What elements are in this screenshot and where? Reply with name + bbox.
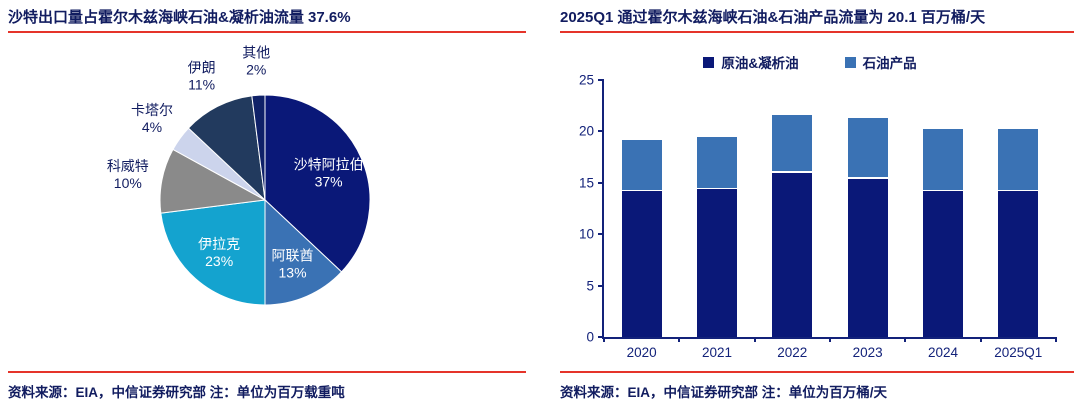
pie-slice-0 [264,94,371,273]
title-rule-left [8,31,526,33]
pie-label-4: 卡塔尔 4% [131,102,173,135]
pie-chart-title: 沙特出口量占霍尔木兹海峡石油&凝析油流量 37.6% [8,9,351,26]
bar-chart-title: 2025Q1 通过霍尔木兹海峡石油&石油产品流量为 20.1 百万桶/天 [560,9,986,26]
y-tick-mark [598,130,604,133]
x-tick-mark [979,337,982,342]
pie-chart: 沙特阿拉伯 37% 阿联酋 13% 伊拉克 23% 科威特 10% 卡塔尔 4% 伊朗 11% 其他 2% [107,45,371,306]
bar-plot: 2020 2021 2022 2023 2024 2025Q1 0 5 10 15 20 25 [579,73,1057,360]
pie-slice-1 [264,198,343,306]
y-tick-mark [598,284,604,287]
bar-2024 [922,128,963,337]
bar-segment-crude [696,189,737,337]
bar-segment-products [772,114,813,171]
pie-label-6: 其他 2% [242,45,270,78]
x-tick-mark [904,337,907,342]
x-tick-label: 2024 [927,345,958,360]
x-tick-label: 2020 [626,345,657,360]
bar-2021 [696,137,737,337]
legend: 原油&凝析油 石油产品 [540,52,1080,72]
bar-segment-crude [998,191,1039,337]
y-tick-label: 0 [586,329,594,345]
y-tick-label: 20 [578,123,594,139]
title-rule-right [560,31,1074,33]
y-tick-label: 5 [586,278,594,294]
x-tick-label: 2022 [777,345,808,360]
pie-label-5: 伊朗 11% [188,60,216,93]
y-tick-mark [598,181,604,184]
source-rule-left [8,371,526,373]
source-note-left: 资料来源：EIA，中信证券研究部 注：单位为百万载重吨 [8,385,345,400]
bar-2020 [621,140,662,337]
pie-slice-6 [251,94,266,201]
y-tick-mark [598,233,604,236]
pie-label-3: 科威特 10% [107,158,149,191]
bar-segment-crude [772,172,813,337]
y-tick-label: 25 [578,72,594,88]
pie-label-2: 伊拉克 23% [198,236,240,269]
x-axis-labels: 2020 2021 2022 2023 2024 2025Q1 [604,345,1056,360]
x-tick-mark [829,337,831,342]
bar-segment-products [922,128,963,190]
pie-slice-2 [160,199,266,306]
pie-slice-5 [187,95,266,202]
bar-segment-products [696,137,737,188]
x-tick-label: 2021 [701,345,732,360]
bar-segment-crude [847,178,888,337]
bar-segment-crude [922,191,963,337]
legend-item-products: 石油产品 [844,52,917,72]
pie-label-0: 沙特阿拉伯 37% [294,156,364,189]
bar-segment-products [621,140,662,190]
x-tick-mark [603,337,605,342]
source-rule-right [560,371,1074,373]
legend-item-crude: 原油&凝析油 [703,52,799,72]
bar-segment-products [847,117,888,178]
x-tick-mark [678,337,681,342]
legend-label-products: 石油产品 [862,56,917,71]
y-tick-label: 10 [578,226,594,242]
pie-panel: 沙特出口量占霍尔木兹海峡石油&凝析油流量 37.6% 沙特阿拉伯 37% 阿联酋 13… [8,9,526,400]
x-tick-mark [1055,337,1057,342]
bar-2023 [847,117,888,337]
bar-2025Q1 [998,128,1039,337]
bar-segment-crude [621,191,662,337]
legend-label-crude: 原油&凝析油 [721,56,799,71]
bar-segment-products [998,128,1039,190]
x-tick-mark [753,337,756,342]
x-tick-label: 2023 [852,345,883,360]
x-tick-label: 2025Q1 [994,345,1043,360]
source-note-right: 资料来源：EIA，中信证券研究部 注：单位为百万桶/天 [560,385,888,400]
bar-2022 [772,114,813,337]
pie-label-1: 阿联酋 13% [272,248,314,281]
y-tick-label: 15 [578,175,594,191]
legend-swatch-products [844,56,856,68]
y-tick-mark [598,79,604,81]
bars [604,80,1056,337]
bar-panel: 2025Q1 通过霍尔木兹海峡石油&石油产品流量为 20.1 百万桶/天 原油&… [540,0,1080,414]
legend-swatch-crude [703,56,715,68]
y-tick-mark [598,336,604,338]
